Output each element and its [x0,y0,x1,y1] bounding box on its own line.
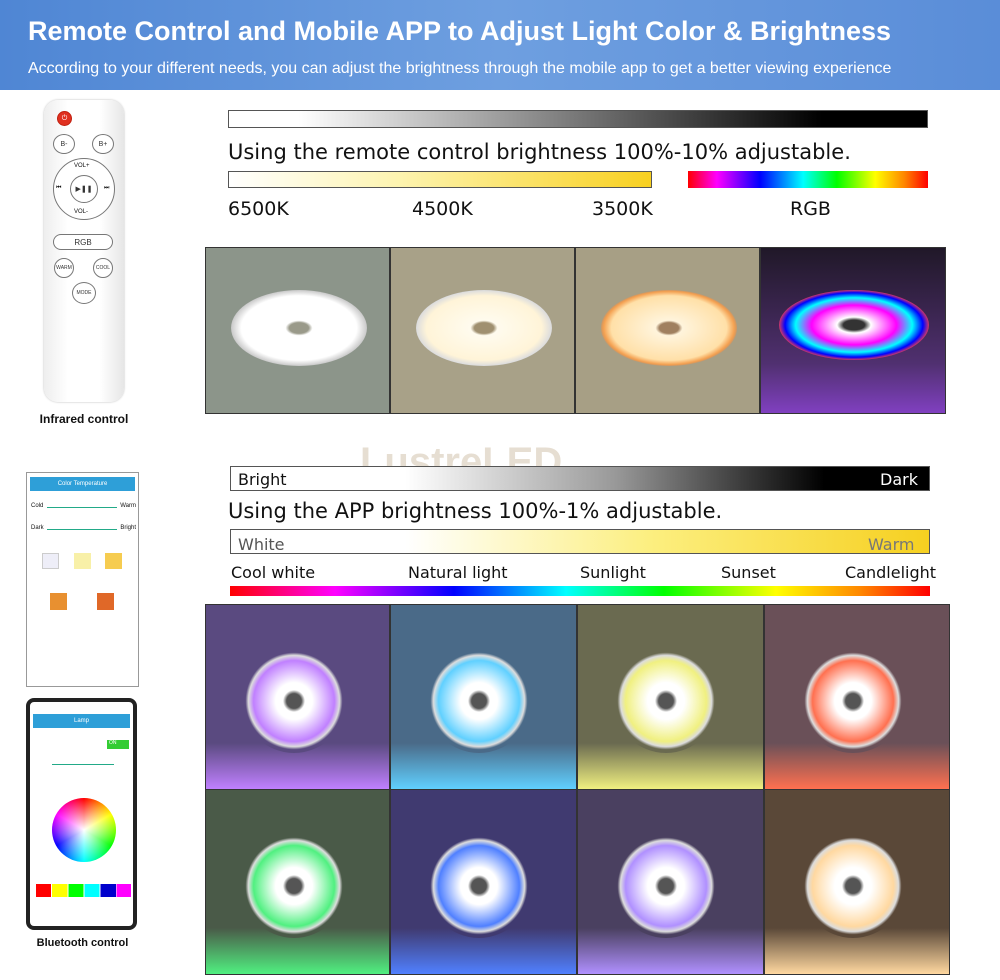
swatch-sunset[interactable] [50,593,67,610]
lamp-photo-3500k [575,247,760,414]
label-rgb: RGB [790,198,831,220]
label-6500k: 6500K [228,198,289,220]
vol-up: VOL+ [74,163,90,169]
brightness-up-button: B+ [92,134,114,154]
remote-brightness-text: Using the remote control brightness 100%… [228,140,851,164]
power-toggle[interactable]: ON [107,740,129,749]
lamp-photo [205,789,390,975]
swatch-natural[interactable] [74,553,91,569]
white-label: White [238,535,285,554]
dark-label: Dark [880,470,918,489]
temperature-slider[interactable] [47,507,117,508]
cool-button: COOL [93,258,113,278]
swatch-sunlight[interactable] [105,553,122,569]
swatch-cool-white[interactable] [42,553,59,569]
vol-down: VOL- [74,209,89,215]
lamp-photo [764,789,950,975]
mode-cool-white: Cool white [231,563,316,582]
lamp-photo [764,604,950,790]
mode-sunlight: Sunlight [580,563,646,582]
next-icon: ⏭ [104,185,110,191]
color-presets[interactable] [36,884,131,897]
mode-sunset: Sunset [721,563,776,582]
page-subtitle: According to your different needs, you c… [28,60,892,77]
mode-button: MODE [72,282,96,304]
color-wheel[interactable] [52,798,116,862]
remote-control: ⏻ B- B+ ▶❚❚ VOL+ VOL- ⏮ ⏭ RGB WARM COOL … [44,100,124,402]
phone-lamp: Lamp ON [26,698,137,930]
warm-button: WARM [54,258,74,278]
label-4500k: 4500K [412,198,473,220]
infrared-caption: Infrared control [39,412,129,426]
swatch-candlelight[interactable] [97,593,114,610]
app-title: Color Temperature [30,477,135,491]
rgb-bar [688,171,928,188]
bright-label: Bright [238,470,287,489]
color-temp-bar [228,171,652,188]
white-warm-bar [230,529,930,554]
header-banner [0,0,1000,90]
lamp-photo-4500k [390,247,575,414]
bright-label: Bright [120,525,136,531]
lamp-photo-rgb [760,247,946,414]
lamp-photo [390,789,577,975]
brightness-bar [228,110,928,128]
mode-natural-light: Natural light [408,563,508,582]
lamp-photo [577,789,764,975]
power-icon: ⏻ [57,111,72,126]
lamp-photo-6500k [205,247,390,414]
dark-label: Dark [31,525,44,531]
brightness-down-button: B- [53,134,75,154]
rainbow-bar [230,586,930,596]
label-3500k: 3500K [592,198,653,220]
app-title: Lamp [33,714,130,728]
rgb-button: RGB [53,234,113,250]
bluetooth-caption: Bluetooth control [36,937,129,949]
prev-icon: ⏮ [56,185,62,191]
play-pause-icon: ▶❚❚ [70,175,98,203]
lamp-photo [390,604,577,790]
mode-candlelight: Candlelight [845,563,937,582]
phone-color-temperature: Color Temperature Cold Warm Dark Bright [26,472,139,687]
brightness-slider[interactable] [47,529,117,530]
lamp-photo [577,604,764,790]
page-title: Remote Control and Mobile APP to Adjust … [28,16,891,46]
brightness-slider[interactable] [52,764,114,765]
lamp-photo [205,604,390,790]
warm-label: Warm [120,503,136,509]
app-brightness-text: Using the APP brightness 100%-1% adjusta… [228,499,723,523]
warm-label: Warm [868,535,915,554]
app-brightness-bar [230,466,930,491]
cold-label: Cold [31,503,44,509]
